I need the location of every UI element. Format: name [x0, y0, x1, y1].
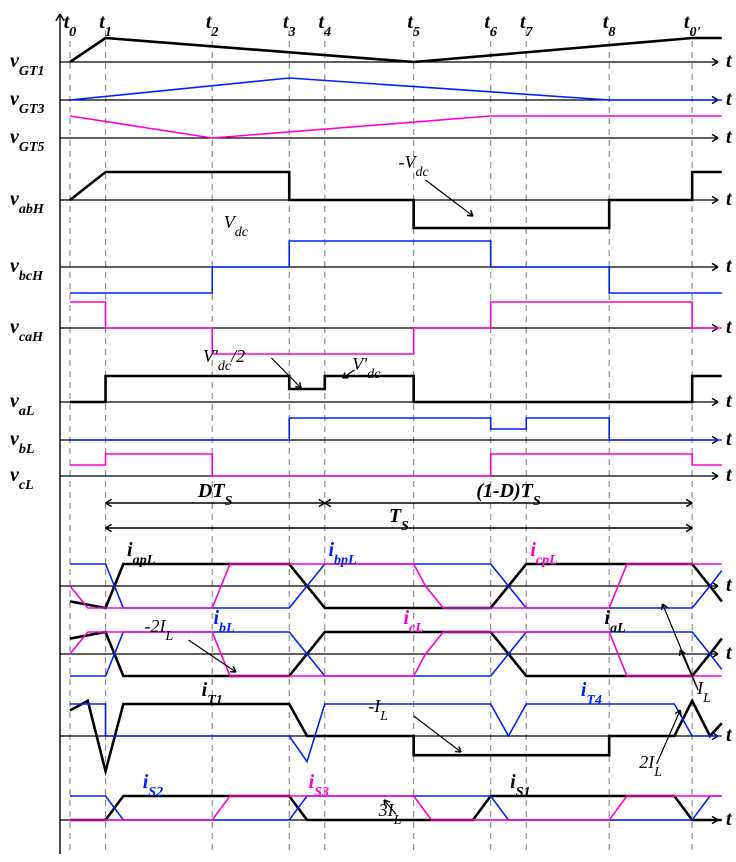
svg-text:t: t [726, 428, 733, 450]
svg-text:vbcH: vbcH [10, 255, 44, 284]
svg-text:t: t [726, 390, 733, 412]
svg-text:t2: t2 [206, 11, 219, 40]
svg-text:t: t [726, 642, 733, 664]
svg-text:t: t [726, 316, 733, 338]
svg-text:t: t [726, 808, 733, 830]
svg-text:vcaH: vcaH [10, 316, 44, 345]
svg-text:IL: IL [696, 678, 711, 706]
svg-text:TS: TS [389, 505, 409, 534]
svg-text:vcL: vcL [10, 464, 34, 493]
svg-text:V'dc/2: V'dc/2 [203, 346, 245, 374]
svg-text:(1-D)TS: (1-D)TS [476, 480, 541, 509]
svg-text:t1: t1 [99, 11, 112, 40]
svg-text:t4: t4 [319, 11, 332, 40]
svg-text:DTS: DTS [197, 480, 233, 509]
svg-text:vaL: vaL [10, 390, 34, 419]
svg-text:t: t [726, 88, 733, 110]
svg-text:t: t [726, 464, 733, 486]
svg-text:Vdc: Vdc [224, 212, 249, 240]
svg-text:vGT5: vGT5 [10, 126, 45, 155]
svg-text:vbL: vbL [10, 428, 34, 457]
svg-text:2IL: 2IL [639, 752, 662, 780]
svg-text:vGT1: vGT1 [10, 50, 45, 79]
svg-text:vabH: vabH [10, 188, 45, 217]
svg-text:t7: t7 [520, 11, 534, 40]
svg-text:-2IL: -2IL [144, 616, 173, 644]
svg-text:vGT3: vGT3 [10, 88, 45, 117]
svg-text:t3: t3 [283, 11, 296, 40]
svg-text:t5: t5 [407, 11, 420, 40]
svg-text:-IL: -IL [368, 696, 388, 724]
timing-diagram: t0 t1 t2 t3 t4 t5 t6 t7 t8 t0' t vGT1 t vGT3 t vGT5 t vab… [0, 0, 736, 862]
svg-text:t: t [726, 724, 733, 746]
svg-text:t: t [726, 255, 733, 277]
svg-text:t0': t0' [684, 11, 701, 40]
svg-text:t: t [726, 574, 733, 596]
svg-text:3IL: 3IL [378, 800, 402, 828]
svg-text:t8: t8 [603, 11, 616, 40]
svg-text:t6: t6 [484, 11, 497, 40]
svg-text:V'dc: V'dc [352, 354, 381, 382]
svg-text:t: t [726, 50, 733, 72]
svg-text:t0: t0 [64, 11, 77, 40]
svg-text:t: t [726, 126, 733, 148]
svg-text:t: t [726, 188, 733, 210]
